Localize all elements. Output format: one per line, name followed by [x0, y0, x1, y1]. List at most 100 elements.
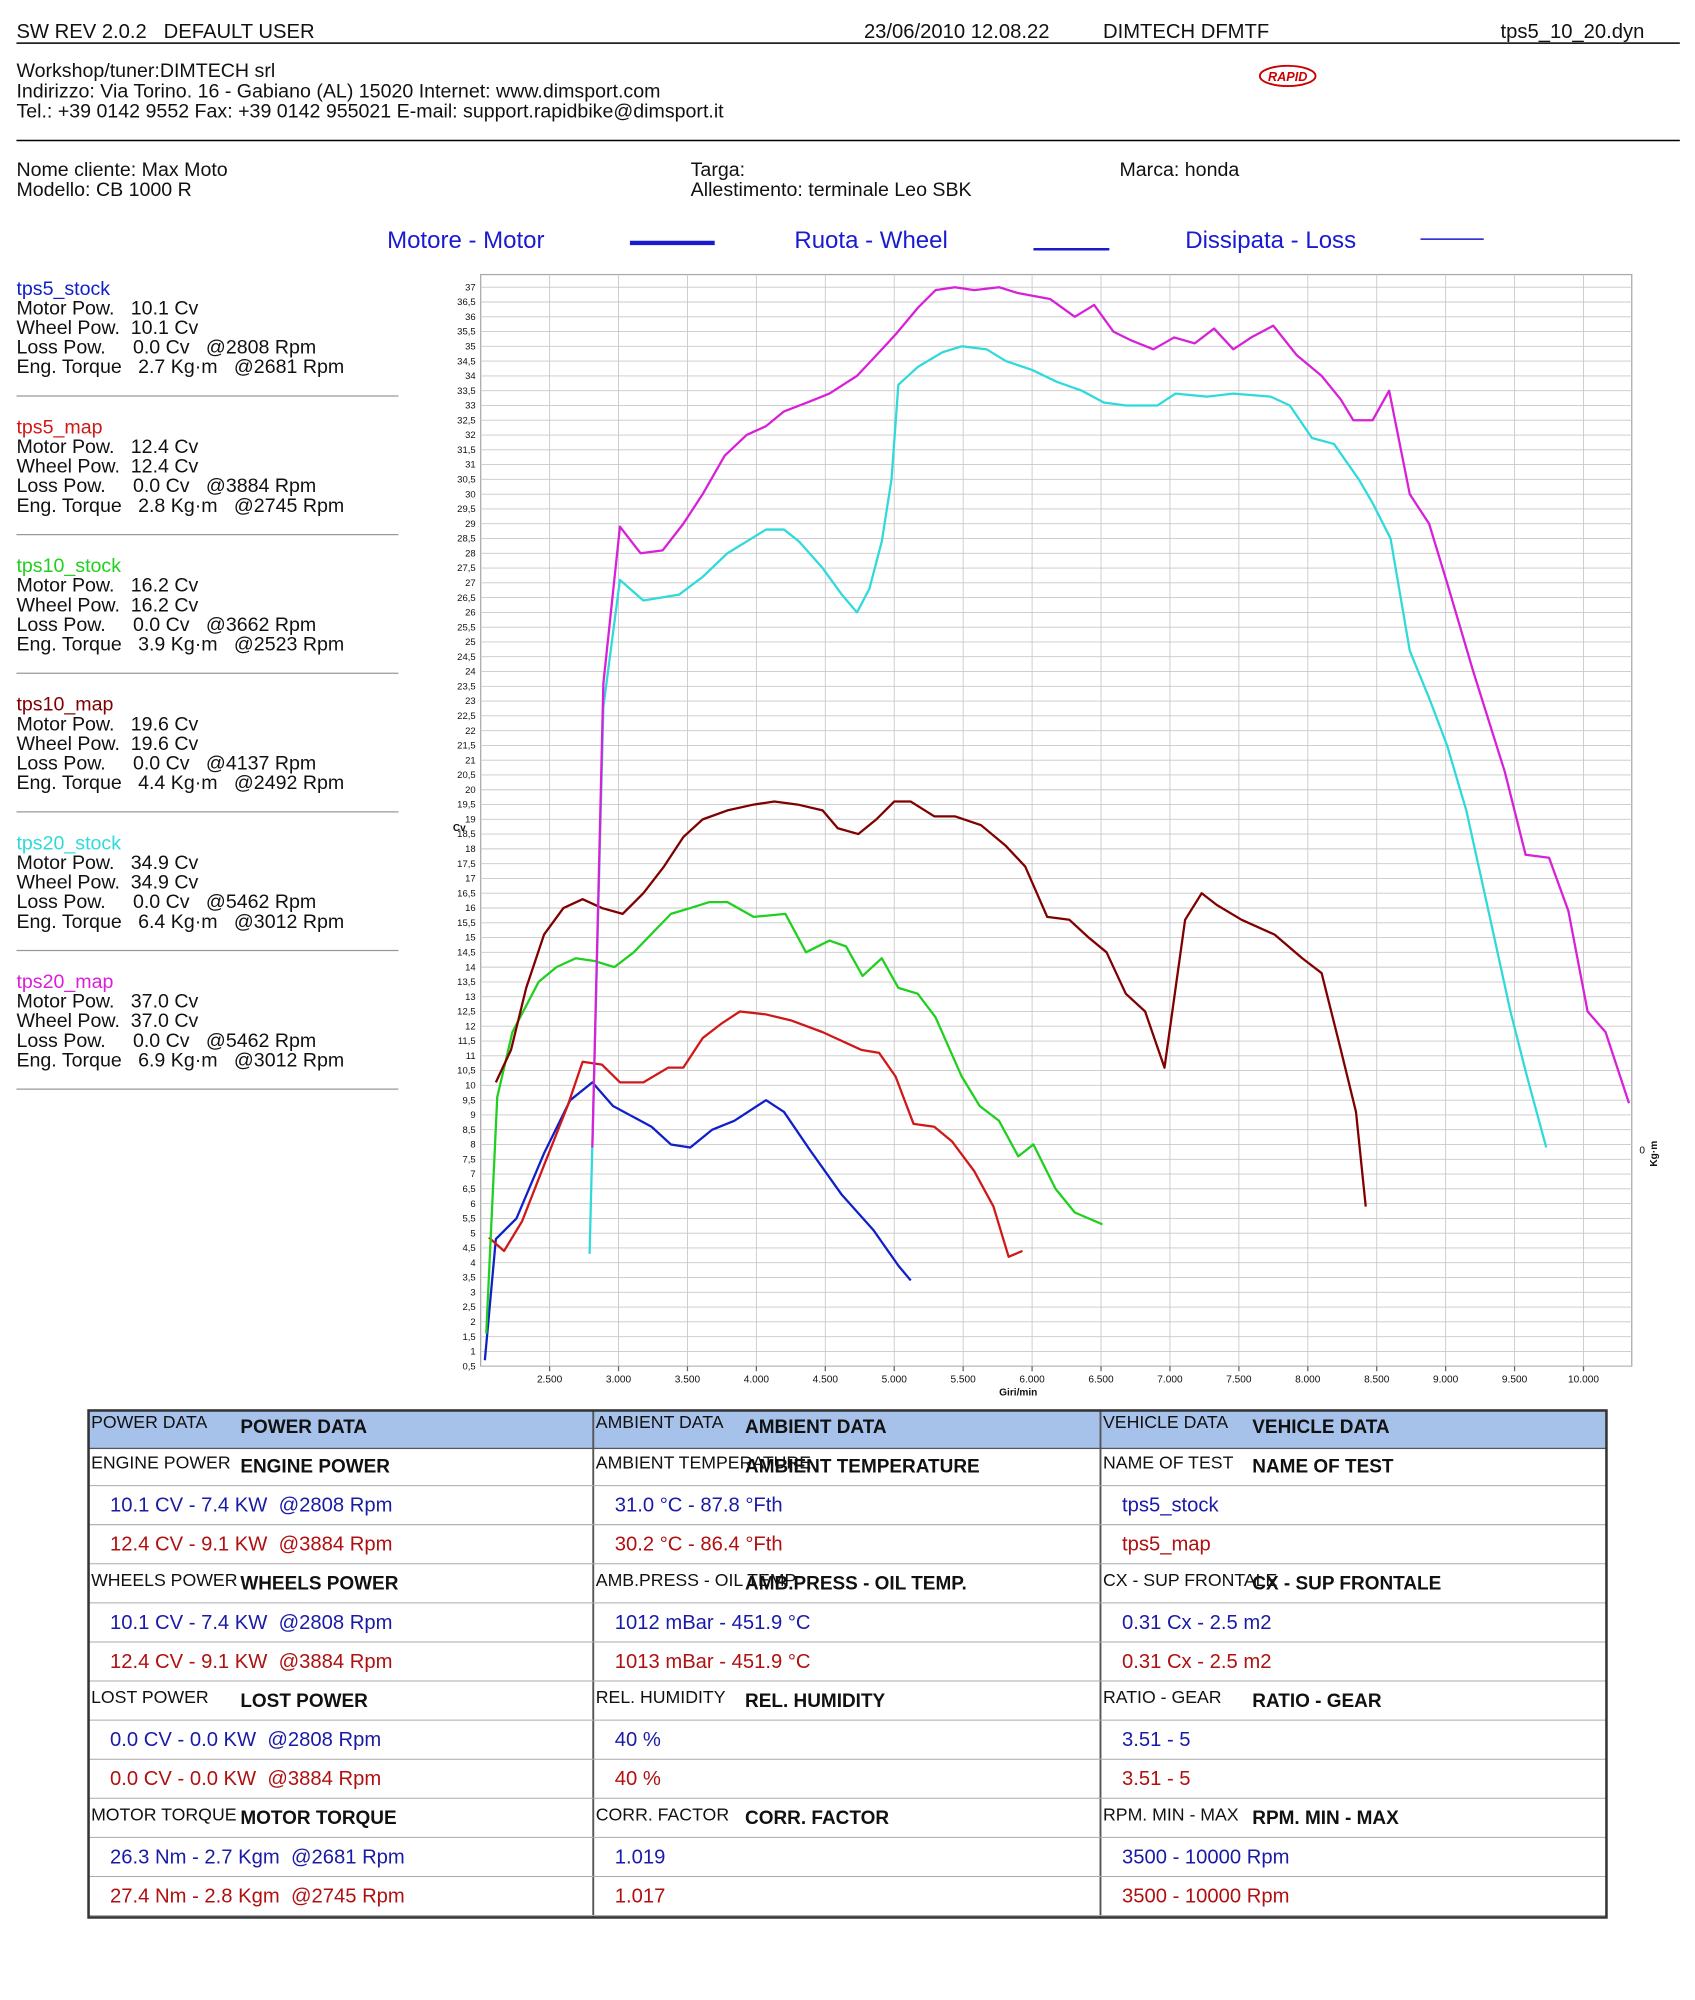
y-tick-label: 9 [470, 1110, 475, 1121]
run-line: Motor Pow. 19.6 Cv [16, 713, 198, 735]
datetime: 23/06/2010 12.08.22 [864, 21, 1050, 43]
x-tick-label: 7.000 [1157, 1375, 1183, 1386]
y-tick-label: 27,5 [457, 563, 475, 574]
y-tick-label: 37 [465, 282, 476, 293]
y2-tick-label: 0 [1639, 1146, 1645, 1157]
y-tick-label: 26 [465, 608, 476, 619]
cell: 3500 - 10000 Rpm [1122, 1885, 1289, 1907]
y-tick-label: 24,5 [457, 652, 475, 663]
x-axis-label: Giri/min [999, 1387, 1037, 1398]
legend-label: Dissipata - Loss [1185, 227, 1356, 254]
workshop: Indirizzo: Via Torino. 16 - Gabiano (AL)… [16, 80, 660, 102]
y-tick-label: 17,5 [457, 859, 475, 870]
section-small: AMB.PRESS - OIL TEMP [596, 1570, 797, 1590]
y-tick-label: 25 [465, 637, 476, 648]
cell: 40 % [615, 1768, 661, 1790]
cell: 3.51 - 5 [1122, 1768, 1191, 1790]
section-title: WHEELS POWER [240, 1574, 398, 1595]
col-title-small: POWER DATA [91, 1412, 207, 1432]
y-tick-label: 0,5 [462, 1361, 475, 1372]
y-tick-label: 23,5 [457, 681, 475, 692]
y-tick-label: 35,5 [457, 327, 475, 338]
section-title: ENGINE POWER [240, 1456, 390, 1477]
x-tick-label: 2.500 [537, 1375, 563, 1386]
y-tick-label: 6 [470, 1199, 475, 1210]
run-line: Motor Pow. 34.9 Cv [16, 852, 198, 874]
run-line: Eng. Torque 6.9 Kg·m @3012 Rpm [16, 1049, 344, 1071]
y-tick-label: 31 [465, 460, 476, 471]
y-tick-label: 19 [465, 814, 476, 825]
col-title: AMBIENT DATA [745, 1417, 887, 1438]
y-tick-label: 12,5 [457, 1007, 475, 1018]
y-tick-label: 7,5 [462, 1154, 475, 1165]
y-tick-label: 22 [465, 726, 476, 737]
run-line: Eng. Torque 3.9 Kg·m @2523 Rpm [16, 634, 344, 656]
x-tick-label: 8.000 [1295, 1375, 1321, 1386]
section-small: ENGINE POWER [91, 1453, 231, 1473]
y-tick-label: 18 [465, 844, 476, 855]
y-tick-label: 16 [465, 903, 476, 914]
y-tick-label: 10 [465, 1081, 476, 1092]
y-tick-label: 35 [465, 341, 476, 352]
cell: 1.017 [615, 1885, 666, 1907]
y-tick-label: 36,5 [457, 297, 475, 308]
x-tick-label: 5.500 [951, 1375, 977, 1386]
cell: 0.0 CV - 0.0 KW @2808 Rpm [110, 1729, 381, 1751]
run-line: Wheel Pow. 37.0 Cv [16, 1010, 198, 1032]
setup: Allestimento: terminale Leo SBK [691, 179, 972, 201]
cell: 30.2 °C - 86.4 °Fth [615, 1534, 783, 1556]
run-line: Motor Pow. 12.4 Cv [16, 436, 198, 458]
section-title: REL. HUMIDITY [745, 1691, 886, 1712]
logo-badge [1258, 64, 1317, 88]
y-tick-label: 10,5 [457, 1066, 475, 1077]
y-tick-label: 11,5 [458, 1036, 476, 1047]
run-line: Wheel Pow. 12.4 Cv [16, 456, 198, 478]
run-name: tps10_map [16, 694, 113, 716]
run-line: Eng. Torque 6.4 Kg·m @3012 Rpm [16, 911, 344, 933]
x-tick-label: 6.500 [1088, 1375, 1114, 1386]
device: DIMTECH DFMTF [1103, 21, 1269, 43]
y-tick-label: 6,5 [462, 1184, 475, 1195]
y-tick-label: 34 [465, 371, 476, 382]
col-title-small: VEHICLE DATA [1103, 1412, 1228, 1432]
workshop: Workshop/tuner:DIMTECH srl [16, 60, 275, 82]
y-tick-label: 4,5 [462, 1243, 475, 1254]
y2-axis-label: Kg·m [1649, 1141, 1660, 1167]
x-tick-label: 8.500 [1364, 1375, 1390, 1386]
run-line: Motor Pow. 37.0 Cv [16, 991, 198, 1013]
logo: RAPID [1268, 70, 1307, 84]
y-tick-label: 28,5 [457, 534, 475, 545]
run-line: Wheel Pow. 16.2 Cv [16, 594, 198, 616]
section-title: CORR. FACTOR [745, 1808, 889, 1829]
section-title: LOST POWER [240, 1691, 368, 1712]
y-tick-label: 32,5 [457, 415, 475, 426]
y-tick-label: 30 [465, 489, 476, 500]
col-title: POWER DATA [240, 1417, 367, 1438]
x-tick-label: 7.500 [1226, 1375, 1252, 1386]
series-line [591, 286, 1631, 1148]
y-tick-label: 34,5 [457, 356, 475, 367]
series-line [483, 1081, 912, 1361]
y-tick-label: 8 [470, 1140, 475, 1151]
y-tick-label: 24 [465, 667, 476, 678]
y-tick-label: 15 [465, 933, 476, 944]
section-small: LOST POWER [91, 1687, 209, 1707]
run-line: Wheel Pow. 19.6 Cv [16, 733, 198, 755]
series-line [485, 900, 1103, 1334]
cell: 10.1 CV - 7.4 KW @2808 Rpm [110, 1612, 392, 1634]
section-small: CORR. FACTOR [596, 1804, 729, 1824]
y-axis-label: Cv [453, 823, 466, 834]
y-tick-label: 11 [466, 1051, 476, 1062]
y-tick-label: 32 [465, 430, 476, 441]
cell: 10.1 CV - 7.4 KW @2808 Rpm [110, 1495, 392, 1517]
cell: 1013 mBar - 451.9 °C [615, 1651, 811, 1673]
cell: 27.4 Nm - 2.8 Kgm @2745 Rpm [110, 1885, 405, 1907]
x-tick-label: 4.000 [744, 1375, 770, 1386]
y-tick-label: 36 [465, 312, 476, 323]
y-tick-label: 12 [465, 1021, 476, 1032]
y-tick-label: 27 [465, 578, 476, 589]
run-line: Wheel Pow. 34.9 Cv [16, 872, 198, 894]
y-tick-label: 28 [465, 548, 476, 559]
section-title: RPM. MIN - MAX [1252, 1808, 1399, 1829]
